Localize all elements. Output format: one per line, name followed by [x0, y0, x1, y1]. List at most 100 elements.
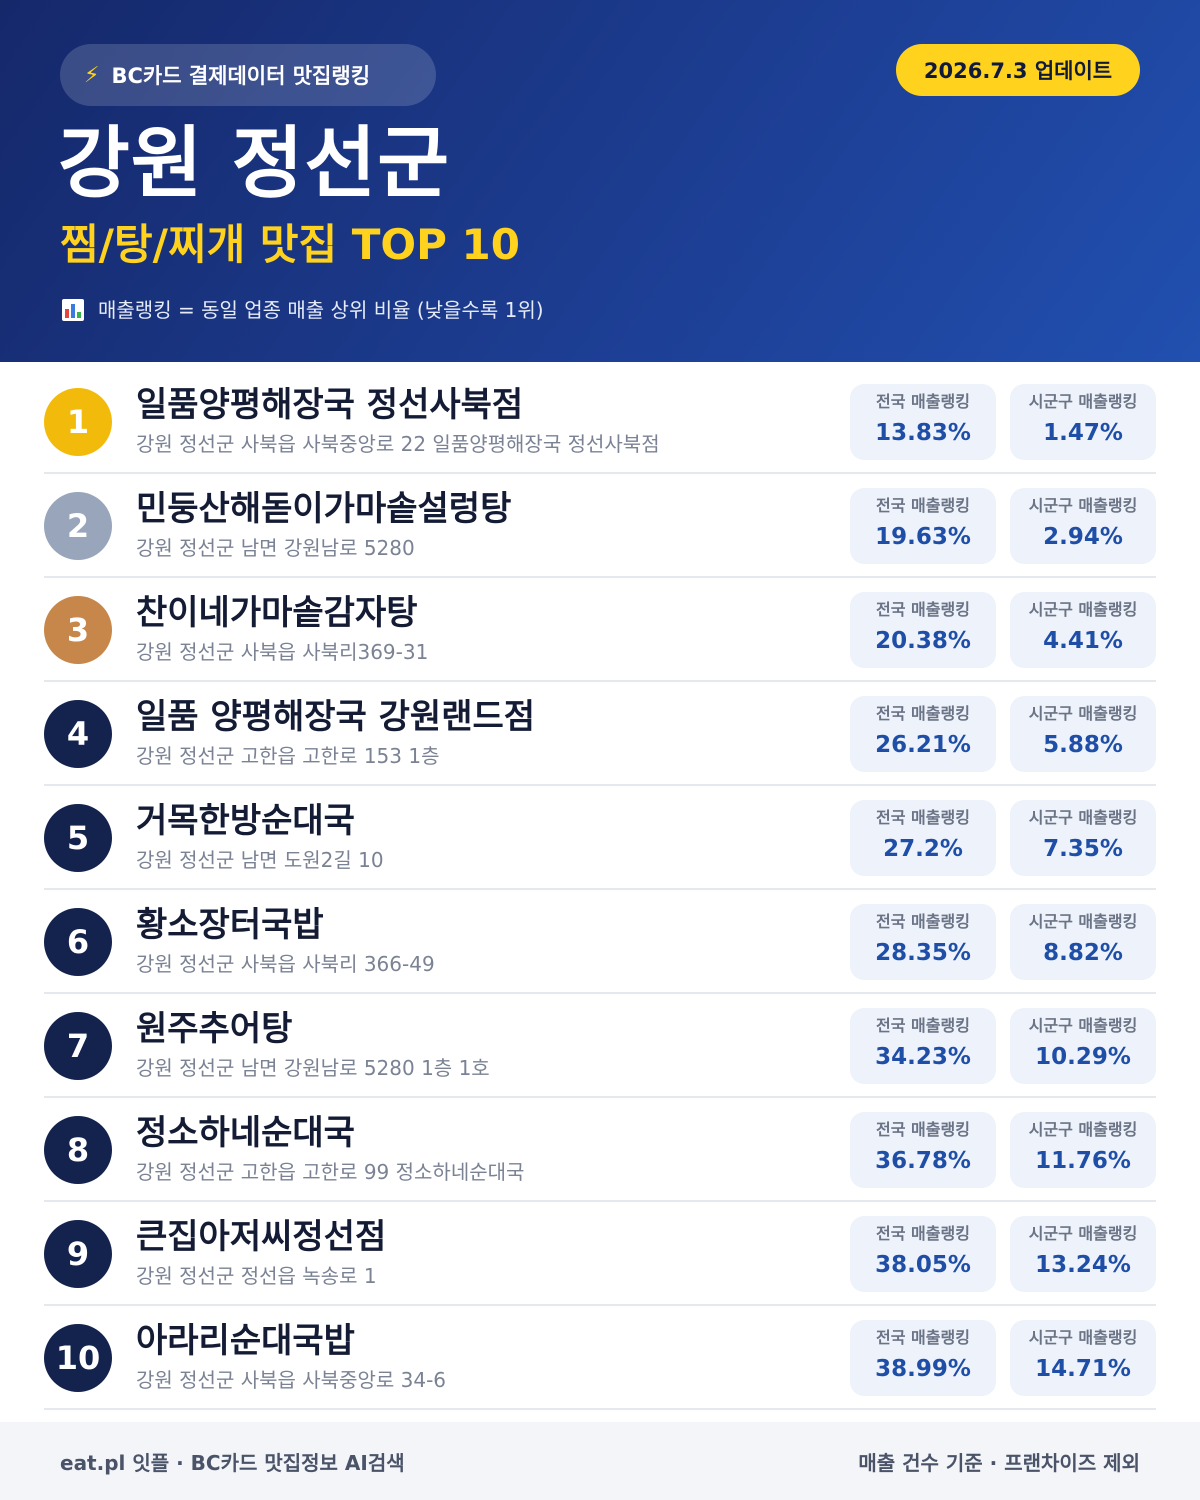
- restaurant-name[interactable]: 정소하네순대국: [136, 1113, 355, 1153]
- national-ranking-value: 20.38%: [875, 628, 971, 654]
- national-ranking-value: 13.83%: [875, 420, 971, 446]
- local-ranking-label: 시군구 매출랭킹: [1028, 392, 1138, 411]
- local-ranking-card: 시군구 매출랭킹 2.94%: [1010, 488, 1156, 564]
- page-title: 강원 정선군: [58, 119, 450, 209]
- national-ranking-value: 36.78%: [875, 1148, 971, 1174]
- national-ranking-card: 전국 매출랭킹 19.63%: [850, 488, 996, 564]
- bar-chart-icon: [62, 299, 84, 321]
- rank-badge: 1: [44, 388, 112, 456]
- legend-text: 매출랭킹 = 동일 업종 매출 상위 비율 (낮을수록 1위): [98, 298, 544, 322]
- local-ranking-value: 1.47%: [1043, 420, 1123, 446]
- local-ranking-card: 시군구 매출랭킹 13.24%: [1010, 1216, 1156, 1292]
- national-ranking-label: 전국 매출랭킹: [876, 1120, 970, 1139]
- national-ranking-label: 전국 매출랭킹: [876, 600, 970, 619]
- local-ranking-value: 13.24%: [1035, 1252, 1131, 1278]
- national-ranking-card: 전국 매출랭킹 38.05%: [850, 1216, 996, 1292]
- update-badge: 2026.7.3 업데이트: [896, 44, 1140, 96]
- rank-badge: 5: [44, 804, 112, 872]
- local-ranking-card: 시군구 매출랭킹 8.82%: [1010, 904, 1156, 980]
- list-item[interactable]: 7 원주추어탕 강원 정선군 남면 강원남로 5280 1층 1호 전국 매출랭킹 34…: [44, 994, 1156, 1098]
- rank-badge: 2: [44, 492, 112, 560]
- restaurant-name[interactable]: 원주추어탕: [136, 1009, 293, 1049]
- national-ranking-value: 27.2%: [883, 836, 963, 862]
- national-ranking-label: 전국 매출랭킹: [876, 1016, 970, 1035]
- footer-source: eat.pl 잇플 · BC카드 맛집정보 AI검색: [60, 1450, 405, 1475]
- restaurant-name[interactable]: 민둥산해돋이가마솥설렁탕: [136, 489, 512, 529]
- category-title: 찜/탕/찌개 맛집 TOP 10: [60, 220, 520, 269]
- local-ranking-card: 시군구 매출랭킹 1.47%: [1010, 384, 1156, 460]
- restaurant-name[interactable]: 황소장터국밥: [136, 905, 324, 945]
- list-item[interactable]: 8 정소하네순대국 강원 정선군 고한읍 고한로 99 정소하네순대국 전국 매출랭킹…: [44, 1098, 1156, 1202]
- national-ranking-card: 전국 매출랭킹 34.23%: [850, 1008, 996, 1084]
- rank-badge: 6: [44, 908, 112, 976]
- local-ranking-value: 5.88%: [1043, 732, 1123, 758]
- restaurant-name[interactable]: 찬이네가마솥감자탕: [136, 593, 418, 633]
- restaurant-address: 강원 정선군 사북읍 사북리 366-49: [136, 952, 435, 976]
- footer-note: 매출 건수 기준 · 프랜차이즈 제외: [858, 1450, 1140, 1475]
- rank-badge: 10: [44, 1324, 112, 1392]
- national-ranking-value: 38.99%: [875, 1356, 971, 1382]
- local-ranking-label: 시군구 매출랭킹: [1028, 1224, 1138, 1243]
- local-ranking-value: 2.94%: [1043, 524, 1123, 550]
- national-ranking-label: 전국 매출랭킹: [876, 392, 970, 411]
- restaurant-address: 강원 정선군 사북읍 사북중앙로 22 일품양평해장국 정선사북점: [136, 432, 660, 456]
- national-ranking-card: 전국 매출랭킹 38.99%: [850, 1320, 996, 1396]
- source-label: BC카드 결제데이터 맛집랭킹: [111, 64, 371, 88]
- restaurant-address: 강원 정선군 사북읍 사북중앙로 34-6: [136, 1368, 447, 1392]
- footer: eat.pl 잇플 · BC카드 맛집정보 AI검색 매출 건수 기준 · 프랜…: [0, 1422, 1200, 1500]
- lightning-icon: ⚡: [84, 62, 100, 88]
- local-ranking-card: 시군구 매출랭킹 4.41%: [1010, 592, 1156, 668]
- national-ranking-value: 38.05%: [875, 1252, 971, 1278]
- national-ranking-label: 전국 매출랭킹: [876, 704, 970, 723]
- national-ranking-value: 28.35%: [875, 940, 971, 966]
- local-ranking-label: 시군구 매출랭킹: [1028, 1328, 1138, 1347]
- restaurant-name[interactable]: 아라리순대국밥: [136, 1321, 355, 1361]
- rank-badge: 8: [44, 1116, 112, 1184]
- national-ranking-label: 전국 매출랭킹: [876, 1328, 970, 1347]
- local-ranking-label: 시군구 매출랭킹: [1028, 808, 1138, 827]
- rank-badge: 4: [44, 700, 112, 768]
- restaurant-name[interactable]: 거목한방순대국: [136, 801, 355, 841]
- local-ranking-value: 8.82%: [1043, 940, 1123, 966]
- local-ranking-card: 시군구 매출랭킹 10.29%: [1010, 1008, 1156, 1084]
- national-ranking-value: 26.21%: [875, 732, 971, 758]
- restaurant-address: 강원 정선군 남면 강원남로 5280: [136, 536, 415, 560]
- rank-badge: 3: [44, 596, 112, 664]
- restaurant-name[interactable]: 일품 양평해장국 강원랜드점: [136, 697, 536, 737]
- local-ranking-card: 시군구 매출랭킹 11.76%: [1010, 1112, 1156, 1188]
- local-ranking-card: 시군구 매출랭킹 5.88%: [1010, 696, 1156, 772]
- ranking-legend: 매출랭킹 = 동일 업종 매출 상위 비율 (낮을수록 1위): [62, 294, 544, 326]
- restaurant-address: 강원 정선군 고한읍 고한로 153 1층: [136, 744, 440, 768]
- local-ranking-value: 14.71%: [1035, 1356, 1131, 1382]
- restaurant-address: 강원 정선군 사북읍 사북리369-31: [136, 640, 429, 664]
- restaurant-name[interactable]: 일품양평해장국 정선사북점: [136, 385, 524, 425]
- local-ranking-card: 시군구 매출랭킹 14.71%: [1010, 1320, 1156, 1396]
- restaurant-address: 강원 정선군 남면 도원2길 10: [136, 848, 384, 872]
- national-ranking-card: 전국 매출랭킹 20.38%: [850, 592, 996, 668]
- rank-badge: 9: [44, 1220, 112, 1288]
- national-ranking-card: 전국 매출랭킹 36.78%: [850, 1112, 996, 1188]
- local-ranking-value: 4.41%: [1043, 628, 1123, 654]
- local-ranking-value: 11.76%: [1035, 1148, 1131, 1174]
- national-ranking-label: 전국 매출랭킹: [876, 808, 970, 827]
- national-ranking-label: 전국 매출랭킹: [876, 1224, 970, 1243]
- restaurant-name[interactable]: 큰집아저씨정선점: [136, 1217, 387, 1257]
- national-ranking-value: 34.23%: [875, 1044, 971, 1070]
- restaurant-address: 강원 정선군 정선읍 녹송로 1: [136, 1264, 377, 1288]
- local-ranking-label: 시군구 매출랭킹: [1028, 704, 1138, 723]
- national-ranking-value: 19.63%: [875, 524, 971, 550]
- national-ranking-card: 전국 매출랭킹 28.35%: [850, 904, 996, 980]
- national-ranking-card: 전국 매출랭킹 26.21%: [850, 696, 996, 772]
- local-ranking-label: 시군구 매출랭킹: [1028, 1016, 1138, 1035]
- local-ranking-value: 7.35%: [1043, 836, 1123, 862]
- local-ranking-label: 시군구 매출랭킹: [1028, 496, 1138, 515]
